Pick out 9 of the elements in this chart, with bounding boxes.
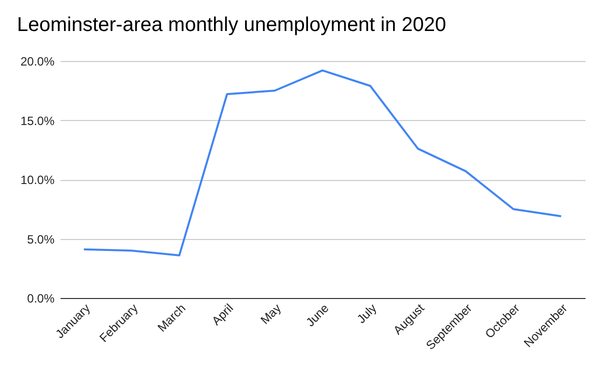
chart-title: Leominster-area monthly unemployment in 2020: [17, 14, 446, 36]
line-series: [82, 69, 562, 256]
y-tick-label: 15.0%: [20, 114, 55, 128]
y-tick-label: 10.0%: [20, 173, 55, 187]
x-tick-label: May: [258, 301, 284, 328]
x-tick-label: July: [354, 301, 380, 326]
y-tick-label: 0.0%: [27, 292, 55, 306]
y-tick-label: 20.0%: [20, 54, 55, 68]
y-tick-label: 5.0%: [27, 232, 55, 246]
